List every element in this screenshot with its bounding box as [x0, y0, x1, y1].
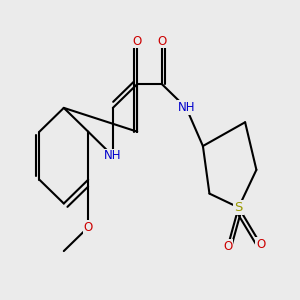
- Text: O: O: [223, 240, 232, 253]
- Text: O: O: [256, 238, 265, 250]
- Text: NH: NH: [178, 101, 195, 114]
- Text: O: O: [157, 34, 167, 47]
- Text: O: O: [84, 221, 93, 234]
- Text: S: S: [234, 201, 243, 214]
- Text: NH: NH: [104, 149, 122, 162]
- Text: O: O: [133, 34, 142, 47]
